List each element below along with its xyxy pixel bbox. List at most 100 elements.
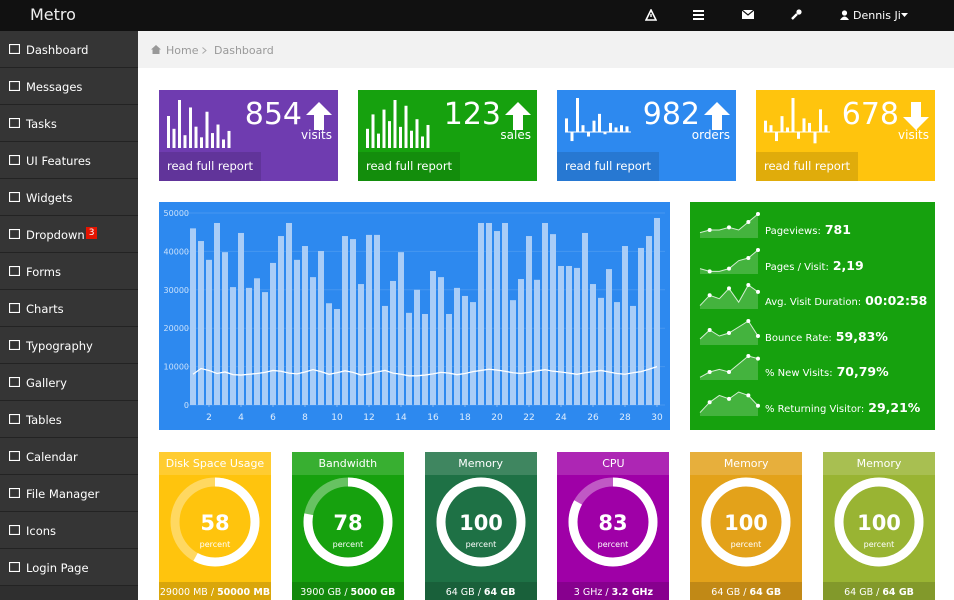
gauge: 83 percent [568,477,658,567]
metric-dot [707,370,712,374]
stat-link[interactable]: read full report [557,152,660,181]
home-icon [151,45,161,54]
stat-sparkbar [819,109,822,132]
nav-label: Messages [26,80,83,94]
gauge-card: Disk Space Usage 58 percent 29000 MB /50000… [159,452,271,600]
stat-sparkbar [189,107,192,148]
stat-sparkbar [813,132,817,144]
nav-item[interactable]: Forms [0,253,138,290]
nav-item[interactable]: Charts [0,290,138,327]
nav-item[interactable]: Messages [0,68,138,105]
gauge-used: 64 GB / [711,587,747,598]
nav-item[interactable]: Typography [0,327,138,364]
nav-label: Gallery [26,376,67,390]
nav-item[interactable]: Gallery [0,364,138,401]
nav-icon-shape [9,340,20,350]
nav-item[interactable]: Dashboard [0,31,138,68]
stat-sparkbars [167,100,231,148]
nav-item[interactable]: Widgets [0,179,138,216]
gauge-unit: percent [731,540,762,549]
arrow-shape [306,102,332,130]
nav-icon-shape [9,525,20,535]
metric-dot [756,356,760,361]
nav-item[interactable]: Calendar [0,438,138,475]
breadcrumb-home[interactable]: Home [166,44,199,57]
gauge-arc [701,477,791,567]
stat-link[interactable]: read full report [358,152,461,181]
metric-dot [756,212,760,216]
nav-label: Tasks [26,117,57,131]
gauge-value: 78 [333,511,362,535]
alert-icon[interactable] [645,9,657,21]
nav-item[interactable]: Login Page [0,549,138,586]
bar [518,279,524,405]
bar [246,287,252,405]
nav-icon [9,81,20,91]
nav-item[interactable]: Tasks [0,105,138,142]
x-tick-label: 14 [395,413,407,423]
stat-trend-arrow [505,102,531,130]
stat-link[interactable]: read full report [756,152,859,181]
bar [510,300,516,405]
bar [318,251,324,405]
nav-icon [9,488,20,498]
metric-dot [746,354,751,358]
nav-item[interactable]: File Manager [0,475,138,512]
x-tick-label: 10 [331,413,343,423]
bar [590,284,596,405]
bar [486,222,492,405]
user-name[interactable]: Dennis Ji [853,9,901,22]
nav-item[interactable]: Icons [0,512,138,549]
nav-icon-shape [9,155,20,165]
stat-sparkbar [388,121,391,148]
stat-sparkbar [227,130,231,148]
x-tick-label: 18 [459,413,471,423]
caret[interactable] [901,13,908,17]
tasks-icon[interactable] [693,10,704,20]
nav-item[interactable]: Tables [0,401,138,438]
metric-dot [756,403,760,408]
metric-value: 2,19 [832,257,864,273]
bar [230,287,236,405]
stat-sparkbar [410,130,413,148]
nav-icon [9,155,20,165]
bar [358,284,364,405]
stat-sparkbar [222,139,225,148]
gauge-arc [834,477,924,567]
gauge-value: 58 [200,511,229,535]
arrow-shape [903,102,929,130]
bar [278,236,284,405]
gauge-footer: 29000 MB /50000 MB [159,582,271,600]
gauge-used: 64 GB / [445,587,481,598]
stat-value: 678 [841,97,899,132]
gauge-title: Disk Space Usage [159,452,271,475]
nav-label: Tables [26,413,62,427]
stat-sparkbar [609,122,612,132]
bar [630,305,636,405]
metric-dot [727,286,731,291]
settings-icon[interactable] [791,9,802,20]
stat-link[interactable]: read full report [159,152,262,181]
user-icon[interactable] [840,10,849,20]
stat-sparkbar [576,98,579,132]
x-tick-label: 16 [427,413,439,423]
gauge-title: Memory [823,452,935,475]
gauge-footer: 64 GB /64 GB [424,582,537,600]
metric-value: 70,79% [836,364,889,379]
mail-icon[interactable] [742,10,754,19]
nav-item[interactable]: Dropdown 3 [0,216,138,253]
gauge-footer: 3900 GB /5000 GB [291,582,404,600]
gauge-card: CPU 83 percent 3 GHz /3.2 GHz [557,452,670,600]
metric-dot [746,220,751,224]
metric-dot [746,392,751,397]
stat-sparkbar [382,109,386,148]
stat-value: 854 [244,97,302,132]
y-tick-label: 20000 [164,324,189,333]
metric-dot [746,283,751,287]
nav-icon [9,266,20,276]
stat-sparkbar [598,113,601,132]
nav-item[interactable]: UI Features [0,142,138,179]
brand[interactable]: Metro [30,5,76,24]
metric-dot [707,228,712,232]
nav-label: Login Page [26,561,89,575]
